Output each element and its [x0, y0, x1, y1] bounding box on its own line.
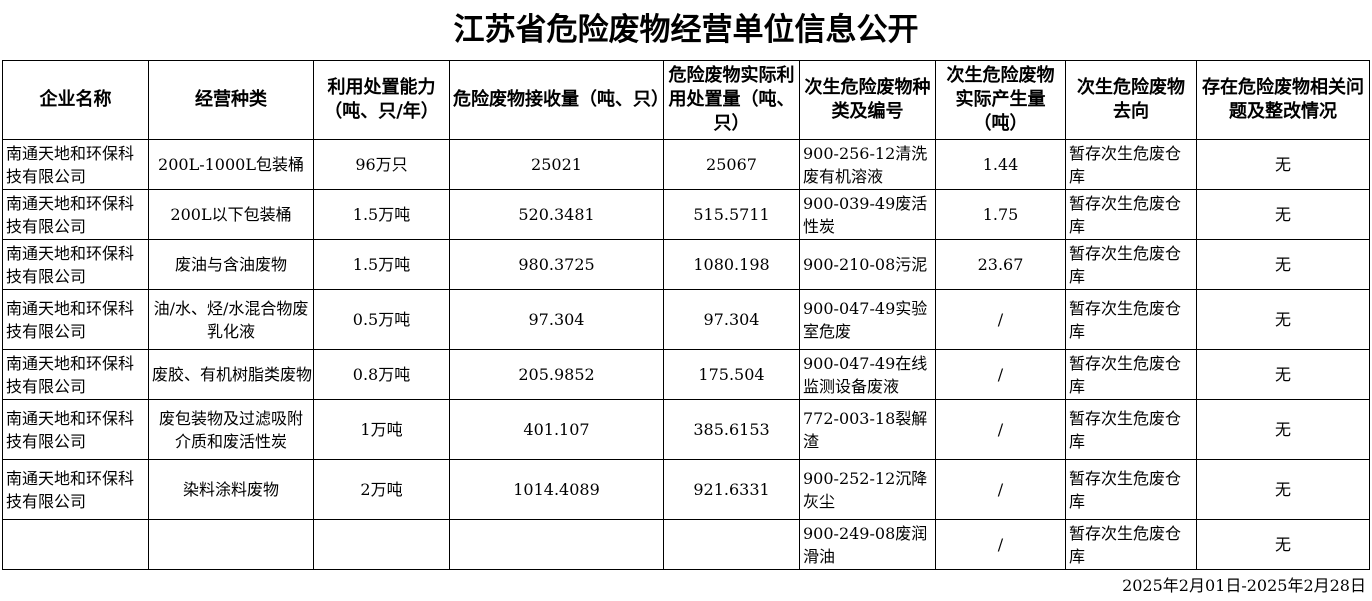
cell-received: 401.107 — [449, 399, 664, 460]
cell-produced: 1.75 — [935, 189, 1066, 240]
cell-received: 97.304 — [449, 289, 664, 350]
header-disposed: 危险废物实际利用处置量（吨、只） — [663, 60, 800, 140]
cell-received: 980.3725 — [449, 239, 664, 290]
cell-received: 520.3481 — [449, 189, 664, 240]
cell-produced: 23.67 — [935, 239, 1066, 290]
cell-disposed: 25067 — [663, 139, 800, 190]
cell-received: 1014.4089 — [449, 459, 664, 520]
cell-company: 南通天地和环保科技有限公司 — [2, 459, 149, 520]
cell-capacity: 1万吨 — [313, 399, 450, 460]
table-row: 南通天地和环保科技有限公司 200L-1000L包装桶 96万只 25021 25067… — [2, 139, 1370, 190]
table-row: 900-249-08废润滑油 / 暂存次生危废仓库无 — [2, 519, 1370, 570]
cell-issues: 无 — [1196, 349, 1370, 400]
cell-disposed: 921.6331 — [663, 459, 800, 520]
header-capacity: 利用处置能力（吨、只/年） — [313, 60, 450, 140]
table-row: 南通天地和环保科技有限公司 200L以下包装桶 1.5万吨 520.3481 515.5… — [2, 189, 1370, 240]
cell-capacity: 96万只 — [313, 139, 450, 190]
cell-produced: / — [935, 459, 1066, 520]
cell-produced: / — [935, 519, 1066, 570]
cell-issues: 无 — [1196, 399, 1370, 460]
cell-company — [2, 519, 149, 570]
header-type: 经营种类 — [148, 60, 314, 140]
cell-issues: 无 — [1196, 139, 1370, 190]
cell-capacity — [313, 519, 450, 570]
table-row: 南通天地和环保科技有限公司 染料涂料废物 2万吨 1014.4089 921.6331 9… — [2, 459, 1370, 520]
cell-produced: / — [935, 399, 1066, 460]
cell-disposed: 1080.198 — [663, 239, 800, 290]
cell-issues: 无 — [1196, 519, 1370, 570]
cell-secondary: 900-252-12沉降灰尘 — [799, 459, 936, 520]
table-row: 南通天地和环保科技有限公司 废胶、有机树脂类废物 0.8万吨 205.9852 175.… — [2, 349, 1370, 400]
cell-issues: 无 — [1196, 459, 1370, 520]
cell-capacity: 2万吨 — [313, 459, 450, 520]
header-secondary: 次生危险废物种类及编号 — [799, 60, 936, 140]
header-row: 企业名称 经营种类 利用处置能力（吨、只/年） 危险废物接收量（吨、只） 危险废… — [2, 60, 1370, 140]
table-row: 南通天地和环保科技有限公司 废油与含油废物 1.5万吨 980.3725 1080.19… — [2, 239, 1370, 290]
cell-produced: 1.44 — [935, 139, 1066, 190]
cell-disposed: 97.304 — [663, 289, 800, 350]
cell-company: 南通天地和环保科技有限公司 — [2, 239, 149, 290]
cell-issues: 无 — [1196, 239, 1370, 290]
cell-destination: 暂存次生危废仓库 — [1065, 349, 1197, 400]
cell-company: 南通天地和环保科技有限公司 — [2, 289, 149, 350]
cell-type: 染料涂料废物 — [148, 459, 314, 520]
cell-capacity: 0.8万吨 — [313, 349, 450, 400]
cell-company: 南通天地和环保科技有限公司 — [2, 349, 149, 400]
header-company: 企业名称 — [2, 60, 149, 140]
cell-secondary: 900-249-08废润滑油 — [799, 519, 936, 570]
cell-produced: / — [935, 289, 1066, 350]
cell-type: 200L-1000L包装桶 — [148, 139, 314, 190]
cell-destination: 暂存次生危废仓库 — [1065, 459, 1197, 520]
cell-issues: 无 — [1196, 189, 1370, 240]
date-range: 2025年2月01日-2025年2月28日 — [1122, 576, 1366, 595]
cell-type: 200L以下包装桶 — [148, 189, 314, 240]
cell-disposed: 385.6153 — [663, 399, 800, 460]
cell-company: 南通天地和环保科技有限公司 — [2, 189, 149, 240]
cell-secondary: 772-003-18裂解渣 — [799, 399, 936, 460]
header-destination: 次生危险废物去向 — [1065, 60, 1197, 140]
cell-secondary: 900-047-49在线监测设备废液 — [799, 349, 936, 400]
cell-secondary: 900-256-12清洗废有机溶液 — [799, 139, 936, 190]
cell-disposed: 515.5711 — [663, 189, 800, 240]
cell-type — [148, 519, 314, 570]
table-row: 南通天地和环保科技有限公司 废包装物及过滤吸附介质和废活性炭 1万吨 401.107 3… — [2, 399, 1370, 460]
cell-secondary: 900-210-08污泥 — [799, 239, 936, 290]
header-produced: 次生危险废物实际产生量（吨） — [935, 60, 1066, 140]
cell-capacity: 0.5万吨 — [313, 289, 450, 350]
cell-company: 南通天地和环保科技有限公司 — [2, 139, 149, 190]
cell-destination: 暂存次生危废仓库 — [1065, 289, 1197, 350]
cell-capacity: 1.5万吨 — [313, 239, 450, 290]
cell-type: 油/水、烃/水混合物废乳化液 — [148, 289, 314, 350]
cell-type: 废油与含油废物 — [148, 239, 314, 290]
cell-destination: 暂存次生危废仓库 — [1065, 399, 1197, 460]
cell-capacity: 1.5万吨 — [313, 189, 450, 240]
cell-destination: 暂存次生危废仓库 — [1065, 239, 1197, 290]
cell-disposed — [663, 519, 800, 570]
cell-disposed: 175.504 — [663, 349, 800, 400]
cell-type: 废胶、有机树脂类废物 — [148, 349, 314, 400]
header-issues: 存在危险废物相关问题及整改情况 — [1196, 60, 1370, 140]
cell-produced: / — [935, 349, 1066, 400]
cell-received: 205.9852 — [449, 349, 664, 400]
waste-info-table: 企业名称 经营种类 利用处置能力（吨、只/年） 危险废物接收量（吨、只） 危险废… — [2, 60, 1370, 570]
header-received: 危险废物接收量（吨、只） — [449, 60, 664, 140]
cell-destination: 暂存次生危废仓库 — [1065, 519, 1197, 570]
page-title: 江苏省危险废物经营单位信息公开 — [453, 12, 919, 48]
cell-type: 废包装物及过滤吸附介质和废活性炭 — [148, 399, 314, 460]
cell-company: 南通天地和环保科技有限公司 — [2, 399, 149, 460]
cell-received: 25021 — [449, 139, 664, 190]
cell-received — [449, 519, 664, 570]
cell-destination: 暂存次生危废仓库 — [1065, 189, 1197, 240]
cell-secondary: 900-039-49废活性炭 — [799, 189, 936, 240]
cell-secondary: 900-047-49实验室危废 — [799, 289, 936, 350]
cell-issues: 无 — [1196, 289, 1370, 350]
table-row: 南通天地和环保科技有限公司 油/水、烃/水混合物废乳化液 0.5万吨 97.304 97… — [2, 289, 1370, 350]
cell-destination: 暂存次生危废仓库 — [1065, 139, 1197, 190]
